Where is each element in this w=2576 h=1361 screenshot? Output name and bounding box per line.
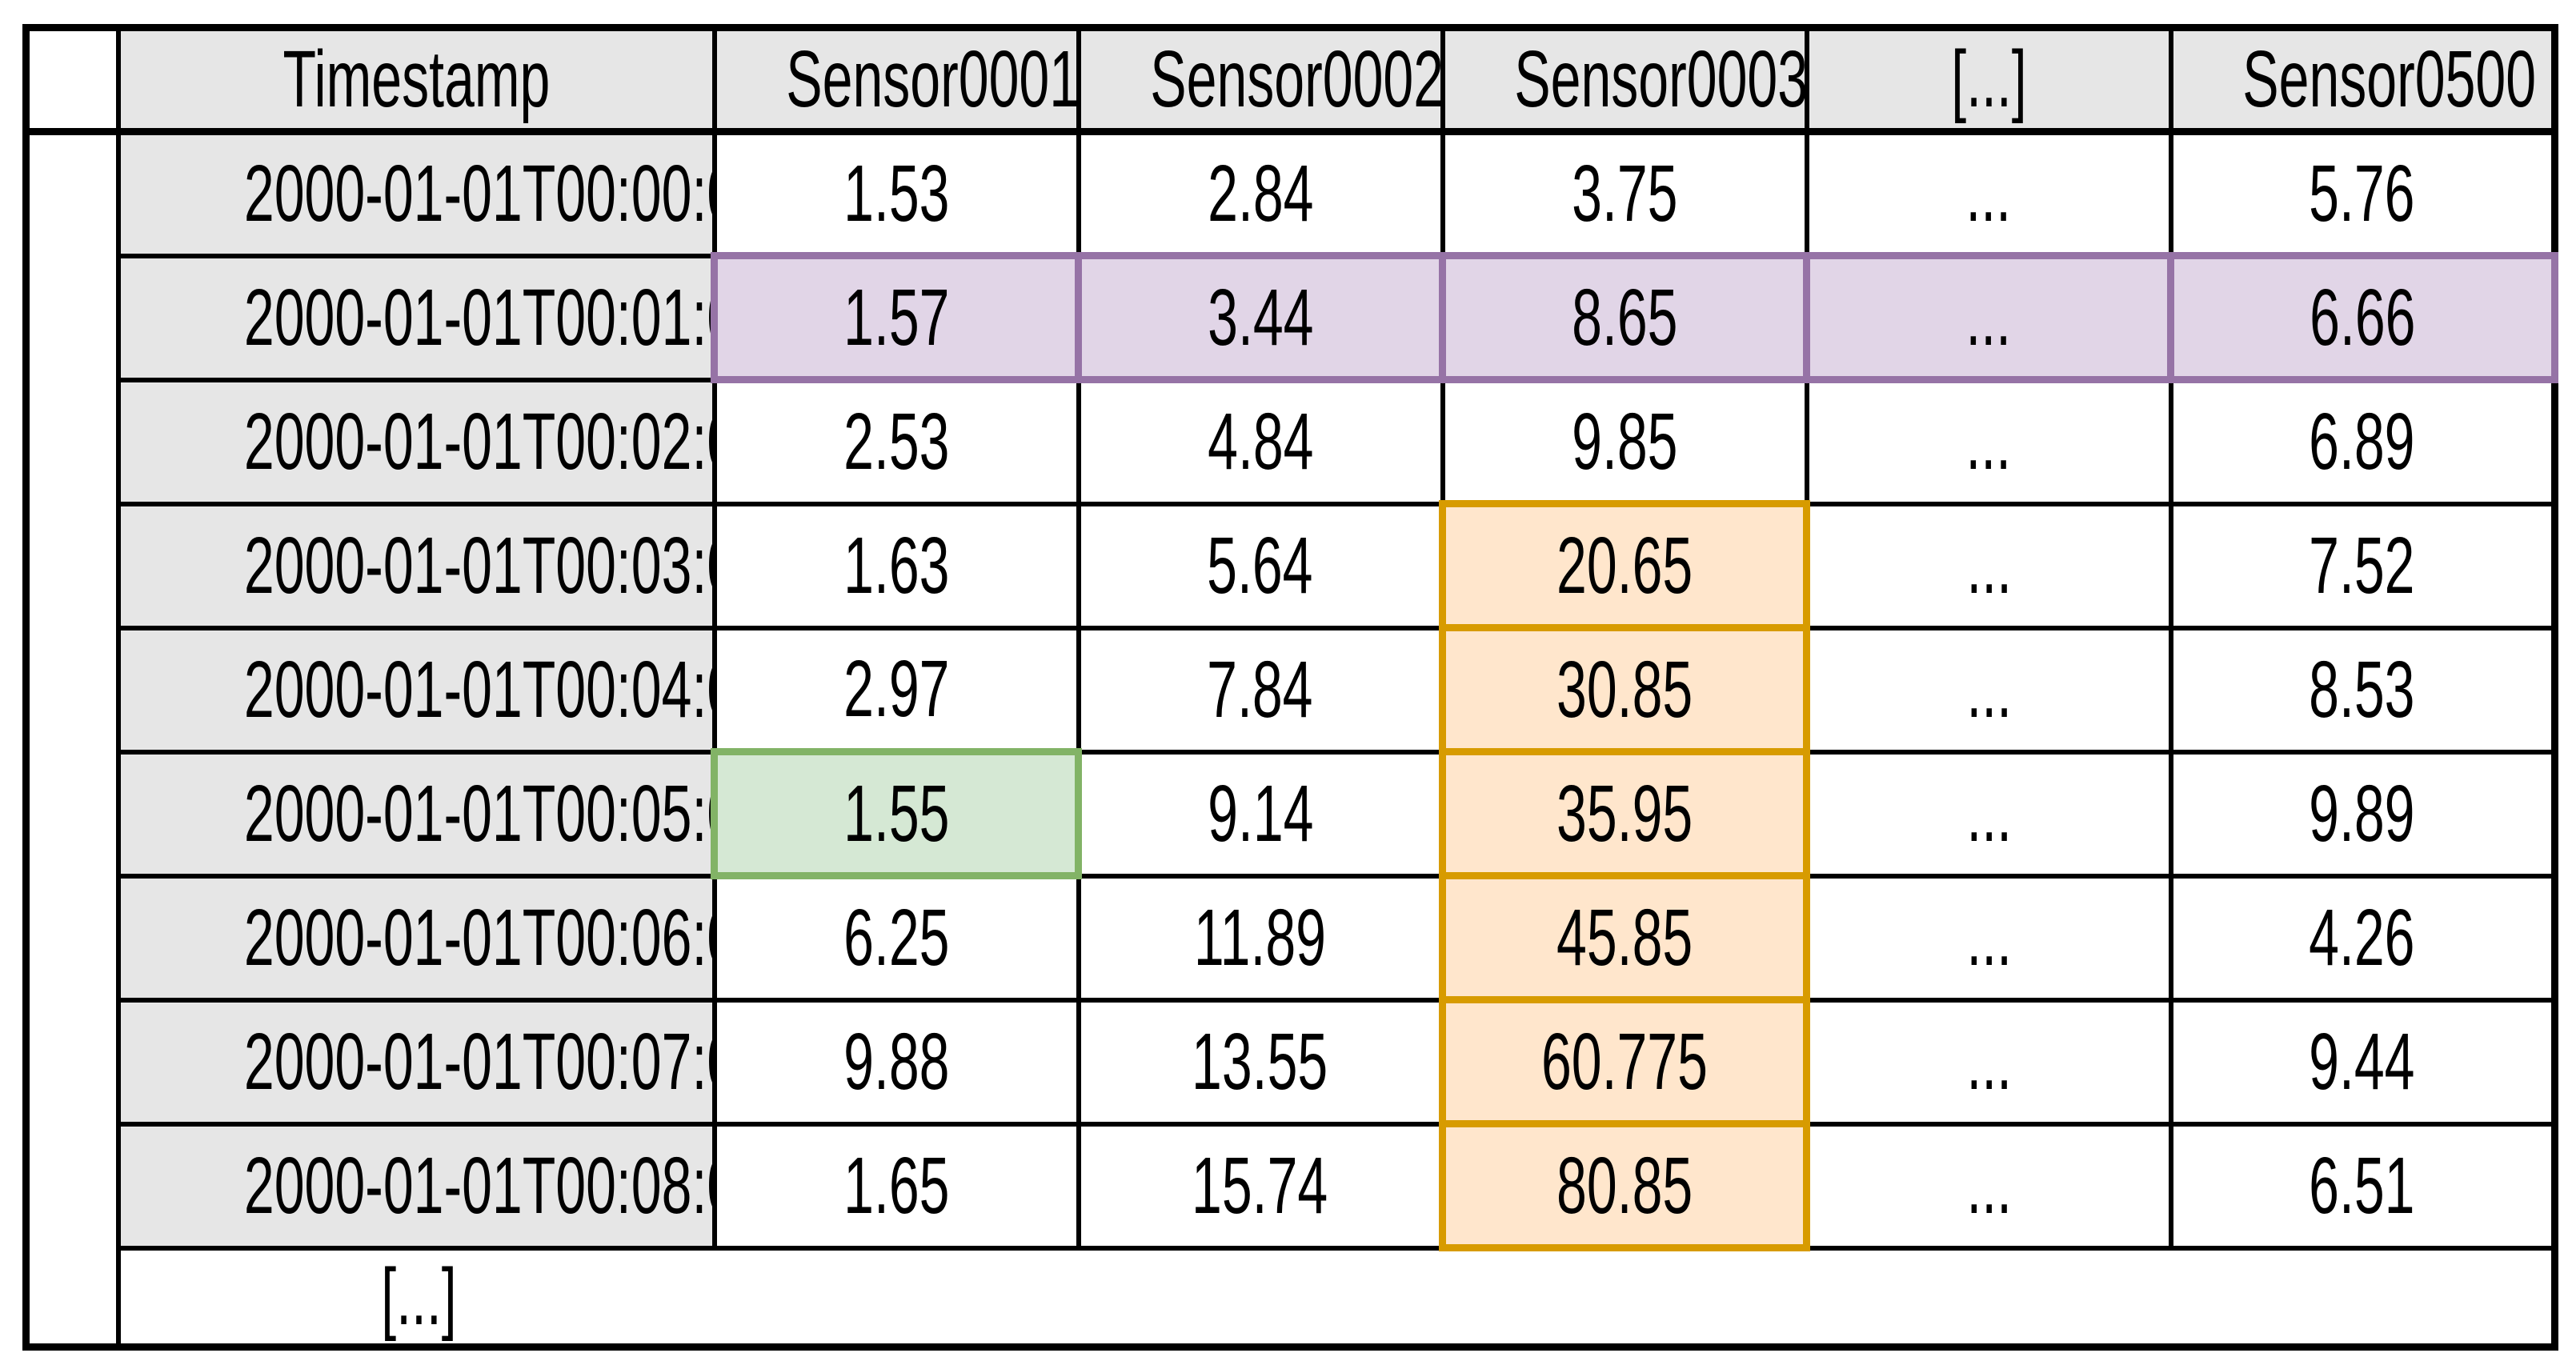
footer-ellipsis-cell: [...] [115,1245,2558,1350]
value-cell: 9.85 [1440,377,1809,506]
timestamp-cell: 2000-01-01T00:06:00 [115,873,717,1003]
highlighted-row-cell: 8.65 [1439,252,1810,383]
value-cell: 7.84 [1076,625,1445,755]
value-cell: 15.74 [1076,1121,1445,1251]
column-header-sensor0500: Sensor0500 [2168,25,2558,135]
ellipsis-cell: ... [1804,501,2173,630]
row-gutter [23,129,121,1350]
timestamp-cell: 2000-01-01T00:00:00 [115,129,717,258]
column-header-timestamp: Timestamp [115,25,717,135]
value-cell: 5.64 [1076,501,1445,630]
timestamp-cell: 2000-01-01T00:08:00 [115,1121,717,1251]
value-cell: 1.63 [711,501,1081,630]
ellipsis-cell: ... [1804,129,2173,258]
value-cell: 2.84 [1076,129,1445,258]
value-cell: 9.89 [2168,749,2558,879]
highlighted-column-cell: 80.85 [1439,1120,1810,1251]
ellipsis-cell: ... [1804,873,2173,1003]
value-cell: 9.14 [1076,749,1445,879]
value-cell: 5.76 [2168,129,2558,258]
value-cell: 8.53 [2168,625,2558,755]
timestamp-cell: 2000-01-01T00:07:00 [115,997,717,1127]
highlighted-column-cell: 30.85 [1439,624,1810,755]
column-header-sensor0002: Sensor0002 [1076,25,1445,135]
value-cell: 2.97 [711,625,1081,755]
footer-ellipsis-position: [...] [123,1252,717,1343]
value-cell: 7.52 [2168,501,2558,630]
column-header-ellipsis: [...] [1804,25,2173,135]
timestamp-cell: 2000-01-01T00:03:00 [115,501,717,630]
value-cell: 4.26 [2168,873,2558,1003]
value-cell: 9.44 [2168,997,2558,1127]
ellipsis-cell: ... [1804,625,2173,755]
table-row: 2000-01-01T00:07:00 9.88 13.55 60.775 ..… [26,996,2558,1127]
value-cell: 3.75 [1440,129,1809,258]
highlighted-row-ellipsis-cell: ... [1803,252,2174,383]
value-cell: 6.25 [711,873,1081,1003]
column-header-label: Sensor0003 [1513,34,1807,124]
column-header-sensor0003: Sensor0003 [1440,25,1809,135]
ellipsis-cell: ... [1804,749,2173,879]
value-cell: 9.88 [711,997,1081,1127]
table-row: 2000-01-01T00:06:00 6.25 11.89 45.85 ...… [26,872,2558,1003]
header-row: Timestamp Sensor0001 Sensor0002 Sensor00… [23,25,2558,135]
table-row: 2000-01-01T00:02:00 2.53 4.84 9.85 ... 6… [26,377,2558,506]
gutter-corner-cell [23,25,121,135]
column-header-label: Sensor0500 [2241,34,2536,124]
ellipsis-cell: ... [1804,997,2173,1127]
highlighted-row-cell: 3.44 [1075,252,1446,383]
footer-row: [...] [26,1245,2558,1350]
value-cell: 2.53 [711,377,1081,506]
timestamp-cell: 2000-01-01T00:05:00 [115,749,717,879]
highlighted-column-cell: 45.85 [1439,872,1810,1003]
column-header-label: Sensor0001 [785,34,1079,124]
table-row-highlighted-purple: 2000-01-01T00:01:00 1.57 3.44 8.65 ... 6… [26,252,2558,383]
ellipsis-cell: ... [1804,1121,2173,1251]
value-cell: 1.65 [711,1121,1081,1251]
timestamp-cell: 2000-01-01T00:02:00 [115,377,717,506]
value-cell: 11.89 [1076,873,1445,1003]
timestamp-cell: 2000-01-01T00:04:00 [115,625,717,755]
column-header-sensor0001: Sensor0001 [711,25,1081,135]
column-header-label: Sensor0002 [1149,34,1443,124]
table-row: 2000-01-01T00:03:00 1.63 5.64 20.65 ... … [26,500,2558,631]
footer-ellipsis-label: [...] [380,1252,457,1343]
table-row: 2000-01-01T00:05:00 1.55 9.14 35.95 ... … [26,748,2558,879]
column-header-label: [...] [1950,34,2027,124]
highlighted-column-cell: 35.95 [1439,748,1810,879]
value-cell: 13.55 [1076,997,1445,1127]
table-row: 2000-01-01T00:04:00 2.97 7.84 30.85 ... … [26,624,2558,755]
table-row: 2000-01-01T00:08:00 1.65 15.74 80.85 ...… [26,1120,2558,1251]
highlighted-row-cell: 6.66 [2167,252,2558,383]
value-cell: 4.84 [1076,377,1445,506]
sensor-data-table: Timestamp Sensor0001 Sensor0002 Sensor00… [22,24,2558,1351]
table-row: 2000-01-01T00:00:00 1.53 2.84 3.75 ... 5… [23,129,2558,1350]
value-cell: 6.51 [2168,1121,2558,1251]
value-cell: 6.89 [2168,377,2558,506]
timestamp-cell: 2000-01-01T00:01:00 [115,253,717,382]
highlighted-single-cell: 1.55 [711,748,1082,879]
column-header-label: Timestamp [282,34,550,124]
ellipsis-cell: ... [1804,377,2173,506]
highlighted-column-cell: 20.65 [1439,500,1810,631]
highlighted-column-cell: 60.775 [1439,996,1810,1127]
highlighted-row-cell: 1.57 [711,252,1082,383]
value-cell: 1.53 [711,129,1081,258]
